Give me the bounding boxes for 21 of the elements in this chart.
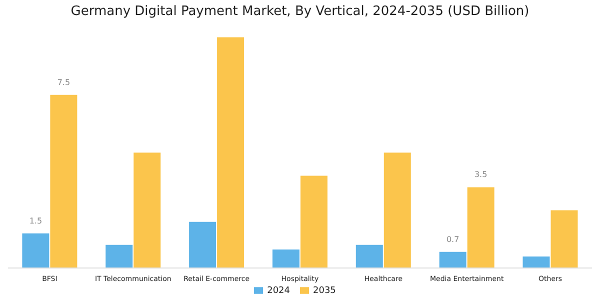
bar [50, 94, 78, 268]
bar [106, 244, 133, 268]
chart-title: Germany Digital Payment Market, By Vertical, 2024-2035 (USD Billion) [70, 4, 530, 19]
bar [189, 222, 216, 268]
bar [550, 210, 578, 268]
bar [467, 187, 494, 268]
bar [384, 152, 411, 268]
bar [134, 152, 161, 268]
legend-label: 2035 [313, 286, 336, 296]
bar [272, 250, 300, 268]
bar [439, 252, 466, 268]
bar [22, 233, 50, 268]
bar [522, 256, 550, 268]
data-label: 7.5 [57, 78, 70, 87]
data-label: 1.5 [29, 216, 42, 226]
data-label: 0.7 [446, 234, 460, 244]
bar [356, 244, 383, 268]
bar [300, 176, 328, 268]
legend-label: 2024 [267, 286, 290, 296]
bar [217, 37, 244, 268]
data-label: 3.5 [474, 170, 488, 180]
